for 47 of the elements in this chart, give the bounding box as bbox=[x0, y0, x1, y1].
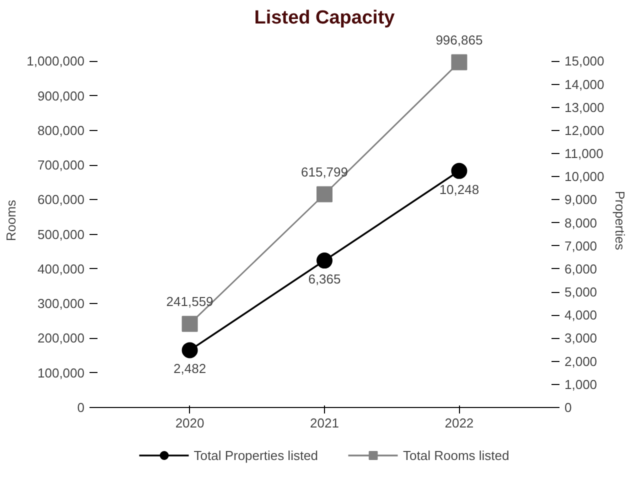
y2-tick-label: 7,000 bbox=[564, 238, 598, 254]
y-tick-label: 700,000 bbox=[38, 158, 85, 173]
point bbox=[182, 316, 198, 332]
data-label: 6,365 bbox=[308, 272, 341, 287]
point bbox=[451, 162, 468, 179]
data-label: 615,799 bbox=[301, 164, 348, 180]
point bbox=[316, 252, 332, 269]
data-label: 2,482 bbox=[174, 361, 206, 376]
y2-tick-label: 4,000 bbox=[564, 308, 598, 323]
y2-tick-label: 11,000 bbox=[564, 146, 604, 162]
y2-tick-label: 1,000 bbox=[564, 376, 598, 392]
point bbox=[451, 54, 468, 70]
data-label: 996,865 bbox=[436, 32, 483, 48]
y-axis-title: Rooms bbox=[4, 199, 19, 242]
y2-tick-label: 13,000 bbox=[564, 100, 604, 115]
y2-tick-label: 0 bbox=[564, 400, 572, 415]
y2-axis-title: Properties bbox=[612, 190, 628, 251]
data-label: 10,248 bbox=[439, 182, 480, 197]
y-tick-label: 500,000 bbox=[38, 226, 85, 242]
y2-tick-label: 6,000 bbox=[564, 261, 598, 276]
y2-tick-label: 12,000 bbox=[564, 122, 604, 138]
x-tick-label: 2020 bbox=[175, 416, 204, 430]
y-tick-label: 100,000 bbox=[38, 365, 85, 380]
y-tick-label: 600,000 bbox=[38, 192, 85, 208]
y-tick-label: 900,000 bbox=[38, 88, 85, 104]
y2-tick-label: 15,000 bbox=[564, 54, 604, 69]
y-tick-label: 400,000 bbox=[38, 261, 85, 276]
y2-tick-label: 5,000 bbox=[564, 284, 598, 300]
y2-tick-label: 14,000 bbox=[564, 76, 604, 92]
y-tick-label: 0 bbox=[77, 400, 85, 415]
y2-tick-label: 8,000 bbox=[564, 215, 598, 230]
point bbox=[182, 342, 198, 358]
point bbox=[316, 186, 332, 202]
y-tick-label: 200,000 bbox=[38, 330, 85, 346]
x-tick-label: 2021 bbox=[310, 416, 339, 430]
x-tick-label: 2022 bbox=[444, 416, 474, 430]
y-tick-label: 800,000 bbox=[38, 122, 85, 138]
chart-title: Listed Capacity bbox=[254, 8, 396, 28]
y2-tick-label: 2,000 bbox=[564, 354, 598, 369]
legend-label: Total Properties listed bbox=[194, 448, 318, 462]
y2-tick-label: 3,000 bbox=[564, 330, 598, 346]
y2-tick-label: 9,000 bbox=[564, 192, 598, 208]
y-tick-label: 1,000,000 bbox=[26, 54, 85, 69]
legend-label: Total Rooms listed bbox=[403, 448, 510, 462]
data-label: 241,559 bbox=[166, 294, 214, 309]
y2-tick-label: 10,000 bbox=[564, 169, 604, 184]
y-tick-label: 300,000 bbox=[38, 296, 85, 312]
